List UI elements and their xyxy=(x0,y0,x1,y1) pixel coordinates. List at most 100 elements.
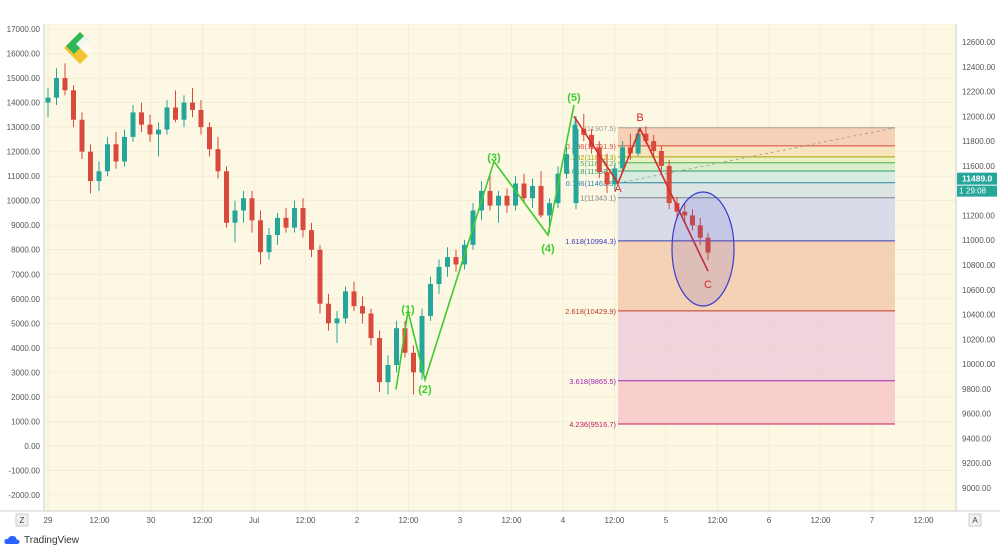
candle-body xyxy=(249,198,255,221)
right-price-axis[interactable]: 12600.00 12400.00 12200.00 12000.00 11800.00… xyxy=(955,24,997,511)
right-tick-label: 9800.00 xyxy=(962,385,991,394)
tradingview-brand[interactable]: TradingView xyxy=(4,532,79,548)
candle-body xyxy=(487,190,493,206)
candle-body xyxy=(496,195,501,206)
right-tick-label: 11000.00 xyxy=(962,236,995,245)
impulse-wave-label: (4) xyxy=(541,243,555,255)
time-tick-label: 29 xyxy=(44,516,53,525)
candle-body xyxy=(113,144,119,162)
time-tick-label: 12:00 xyxy=(501,516,522,525)
candle-body xyxy=(266,235,272,253)
zoom-button-label: Z xyxy=(20,516,25,525)
left-tick-label: 17000.00 xyxy=(7,25,41,34)
fib-band xyxy=(618,156,895,163)
right-tick-label: 11200.00 xyxy=(962,211,995,220)
candle-body xyxy=(71,90,76,120)
right-tick-label: 9600.00 xyxy=(962,410,991,419)
candle-body xyxy=(105,144,110,172)
candle-body xyxy=(521,183,527,199)
fib-level-label: 0.382(11672.3) xyxy=(566,153,617,162)
time-tick-label: 4 xyxy=(561,516,566,525)
right-tick-label: 10200.00 xyxy=(962,335,996,344)
candle-body xyxy=(351,291,357,307)
candle-body xyxy=(453,257,459,265)
left-tick-label: 14000.00 xyxy=(7,99,41,108)
elliott-waves xyxy=(395,104,735,390)
fib-band xyxy=(618,145,895,157)
fib-level-label: 1.618(10994.3) xyxy=(565,237,616,246)
candle-body xyxy=(596,147,602,173)
auto-scale-button-label: A xyxy=(972,516,978,525)
candle-body xyxy=(402,328,408,353)
right-tick-label: 9000.00 xyxy=(962,484,991,493)
candle-body xyxy=(513,183,518,206)
corrective-wave-label: A xyxy=(614,183,622,195)
zoom-button[interactable] xyxy=(15,513,29,527)
candle-body xyxy=(635,133,641,154)
countdown-prefix: 1 xyxy=(959,187,964,196)
right-tick-label: 10800.00 xyxy=(962,261,996,270)
time-tick-label: 5 xyxy=(664,516,669,525)
right-tick-label: 9400.00 xyxy=(962,434,991,443)
auto-scale-button[interactable] xyxy=(968,513,982,527)
candle-body xyxy=(62,78,68,91)
impulse-wave-label: (1) xyxy=(401,304,415,316)
litefinance-logo-icon xyxy=(64,32,96,64)
left-tick-label: 7000.00 xyxy=(11,270,40,279)
candle-body xyxy=(45,97,51,103)
candle-body xyxy=(682,211,688,216)
fib-level-label: 1(11343.1) xyxy=(580,194,616,203)
candle-body xyxy=(411,352,416,373)
right-tick-label: 12400.00 xyxy=(962,63,996,72)
candle-body xyxy=(697,225,703,238)
candle-body xyxy=(173,107,178,120)
left-price-axis[interactable]: 17000.00 16000.00 15000.00 14000.00 13000.00… xyxy=(7,24,45,511)
left-tick-label: 15000.00 xyxy=(7,74,41,83)
fib-level-label: 4.236(9516.7) xyxy=(569,420,616,429)
fib-band xyxy=(618,240,895,311)
candle-body xyxy=(360,306,365,314)
countdown-badge xyxy=(957,185,997,197)
countdown-label: 29:08 xyxy=(966,187,987,196)
candle-body xyxy=(198,109,204,128)
candle-body xyxy=(147,124,153,135)
wave-labels: (1) (2) (3) (4) (5) A B C xyxy=(401,92,712,396)
impulse-wave-line xyxy=(395,104,575,390)
candle-body xyxy=(190,102,195,110)
candle-body xyxy=(504,195,510,206)
candle-body xyxy=(445,257,450,267)
time-axis[interactable]: 29 12:00 30 12:00 Jul 12:00 2 12:00 3 12:00 4 12:00… xyxy=(0,510,1000,527)
corrective-wave-label: C xyxy=(704,279,712,291)
time-tick-label: Jul xyxy=(249,516,259,525)
candle-body xyxy=(79,119,85,152)
current-price-label: 11489.0 xyxy=(962,174,993,184)
right-tick-label: 10600.00 xyxy=(962,286,996,295)
candle-body xyxy=(224,171,229,223)
wave-c-highlight-ellipse xyxy=(671,191,735,307)
left-tick-label: 1000.00 xyxy=(11,417,40,426)
time-tick-label: 12:00 xyxy=(192,516,213,525)
candle-body xyxy=(643,133,649,142)
left-tick-label: 10000.00 xyxy=(7,197,41,206)
candle-body xyxy=(428,284,433,316)
time-tick-label: 2 xyxy=(355,516,360,525)
time-tick-label: 12:00 xyxy=(810,516,831,525)
candle-body xyxy=(283,217,289,228)
candle-body xyxy=(139,112,144,125)
fib-band xyxy=(618,182,895,198)
fib-level-label: (11907.5) xyxy=(584,124,616,133)
candle-body xyxy=(538,185,544,216)
fib-level-label: 0.786(11463.9) xyxy=(566,179,617,188)
fib-band xyxy=(618,197,895,241)
candle-body xyxy=(88,151,93,182)
candle-body xyxy=(215,149,221,172)
fib-level-label: 0.5(11625.2) xyxy=(574,159,616,168)
left-tick-label: 11000.00 xyxy=(7,172,40,181)
logo-white-part xyxy=(76,36,96,56)
candle-body xyxy=(604,172,610,185)
candle-body xyxy=(564,154,569,174)
left-tick-label: 4000.00 xyxy=(11,344,40,353)
corrective-wave-label: B xyxy=(636,112,643,124)
